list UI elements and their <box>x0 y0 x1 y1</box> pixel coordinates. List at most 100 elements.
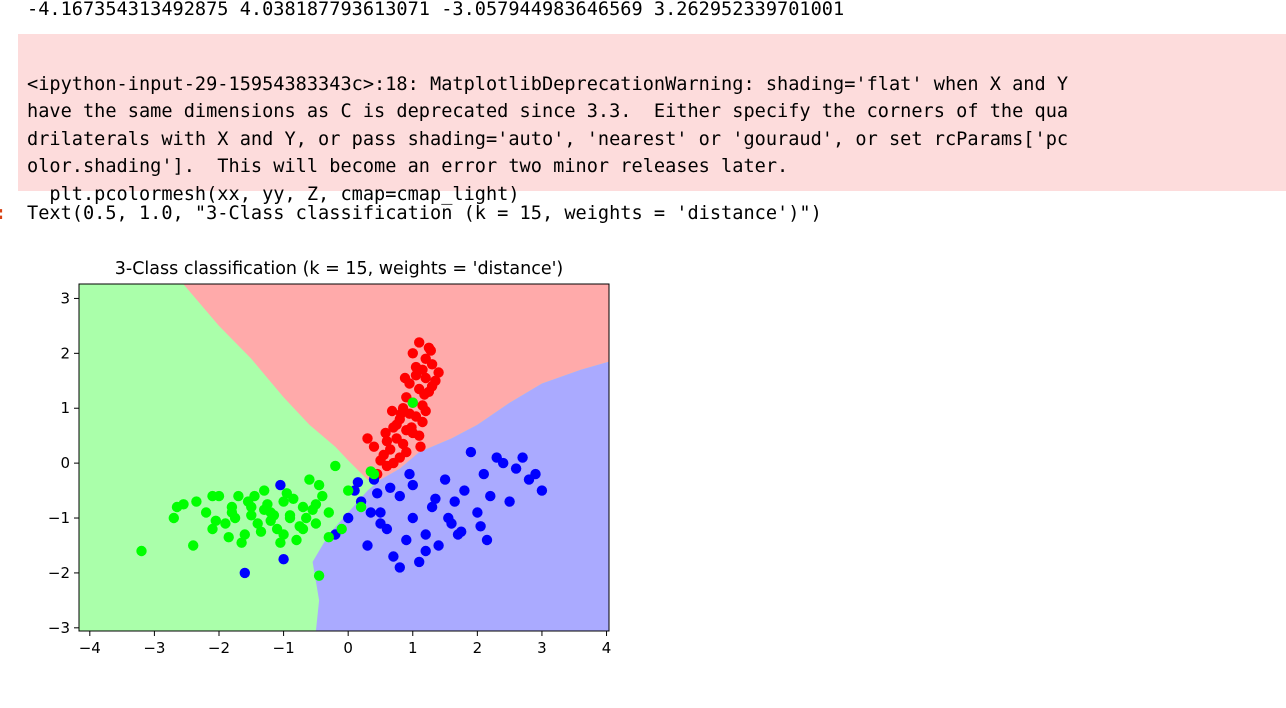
data-point <box>459 485 470 496</box>
data-point <box>381 436 393 447</box>
data-point <box>336 523 347 535</box>
data-point <box>425 345 436 356</box>
y-tick-label: −1 <box>48 509 70 527</box>
x-tick-label: −1 <box>273 639 295 657</box>
data-point <box>404 468 415 480</box>
data-point <box>136 545 147 557</box>
data-point <box>200 507 212 518</box>
data-point <box>510 463 522 474</box>
data-point <box>410 361 422 373</box>
data-point <box>229 512 241 524</box>
data-point <box>456 526 467 537</box>
data-point <box>297 523 309 535</box>
data-point <box>297 501 309 513</box>
data-point <box>504 496 515 507</box>
data-point <box>343 485 354 496</box>
x-tick-label: −3 <box>143 639 165 657</box>
x-tick-label: −2 <box>208 639 230 657</box>
data-point <box>323 532 334 543</box>
data-point <box>365 466 376 477</box>
data-point <box>362 433 373 444</box>
data-point <box>168 512 179 524</box>
data-point <box>284 510 296 521</box>
data-point <box>536 485 548 496</box>
y-tick-label: −3 <box>48 619 70 637</box>
data-point <box>310 499 322 510</box>
region-red <box>183 284 609 480</box>
data-point <box>381 460 393 472</box>
data-point <box>304 474 315 485</box>
data-point <box>233 490 244 502</box>
x-tick-label: 2 <box>473 639 483 657</box>
x-tick-label: 0 <box>343 639 353 657</box>
data-point <box>191 496 202 507</box>
data-point <box>417 416 428 428</box>
data-point <box>420 545 431 557</box>
decision-regions <box>79 284 609 631</box>
data-point <box>259 504 270 515</box>
stderr-output: <ipython-input-29-15954383343c>:18: Matp… <box>18 34 1286 205</box>
data-point <box>343 512 354 524</box>
data-point <box>313 479 325 491</box>
data-point <box>207 523 218 535</box>
stderr-line: drilaterals with X and Y, or pass shadin… <box>27 128 1069 150</box>
data-point <box>439 474 451 485</box>
data-point <box>380 427 391 439</box>
axes-frame <box>78 283 610 632</box>
y-tick-label: 3 <box>60 289 70 307</box>
data-point <box>226 501 238 513</box>
y-tick-label: 1 <box>60 399 70 417</box>
data-point <box>475 521 486 532</box>
stderr-text: <ipython-input-29-15954383343c>:18: Matp… <box>27 43 1068 208</box>
x-tick-label: 3 <box>537 639 547 657</box>
data-point <box>210 515 221 526</box>
data-point <box>288 493 299 504</box>
data-point <box>414 430 425 441</box>
data-point <box>317 490 328 502</box>
data-point <box>323 507 334 518</box>
data-point <box>410 370 422 381</box>
output-text: Text(0.5, 1.0, "3-Class classification (… <box>27 203 822 224</box>
data-point <box>426 359 438 370</box>
data-point <box>171 501 183 513</box>
data-point <box>362 540 373 551</box>
data-point <box>372 488 383 499</box>
x-tick-label: 4 <box>602 639 612 657</box>
data-point <box>375 507 386 518</box>
data-point <box>401 534 412 546</box>
data-point <box>449 496 460 507</box>
data-point <box>355 501 367 513</box>
data-point <box>426 381 438 392</box>
data-point <box>365 507 376 518</box>
data-point <box>407 397 418 408</box>
y-tick-label: −2 <box>48 564 70 582</box>
data-point <box>188 540 199 551</box>
data-point <box>407 479 418 491</box>
data-point <box>278 496 289 507</box>
data-point <box>395 408 407 419</box>
data-point <box>433 540 444 551</box>
x-tick-label: 1 <box>408 639 418 657</box>
chart-title: 3-Class classification (k = 15, weights … <box>115 259 563 279</box>
data-point <box>481 534 493 546</box>
region-blue <box>312 361 609 631</box>
data-point <box>246 510 257 521</box>
data-point <box>478 468 489 480</box>
data-point <box>239 567 250 579</box>
data-point <box>472 507 483 518</box>
data-point <box>313 570 325 581</box>
data-point <box>301 512 312 524</box>
data-point <box>397 438 409 450</box>
y-tick-label: 0 <box>60 454 70 472</box>
data-point <box>430 493 441 504</box>
data-point <box>426 501 438 513</box>
data-point <box>278 529 289 540</box>
data-point <box>385 482 396 493</box>
data-point <box>517 452 528 463</box>
data-point <box>433 367 444 378</box>
data-point <box>399 372 411 384</box>
data-point <box>310 518 322 529</box>
output-prompt: : <box>0 200 6 228</box>
x-tick-label: −4 <box>79 639 101 657</box>
stderr-line: <ipython-input-29-15954383343c>:18: Matp… <box>27 73 1069 95</box>
